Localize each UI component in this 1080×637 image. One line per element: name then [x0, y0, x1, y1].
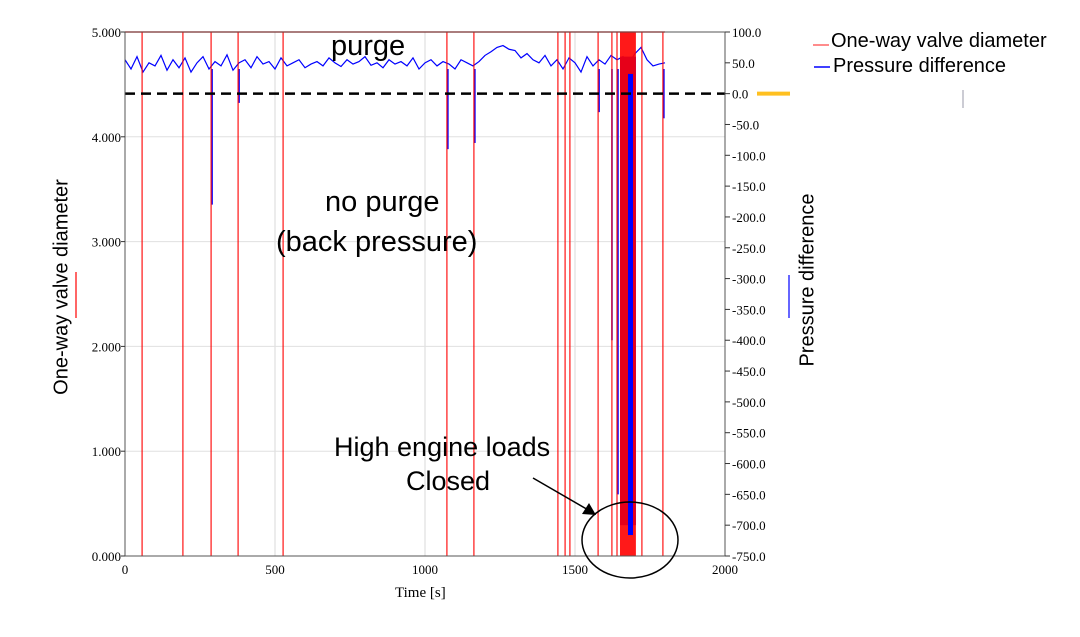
left-tick-label: 5.000: [92, 25, 121, 40]
right-tick-label: -500.0: [732, 395, 766, 410]
left-tick-label: 3.000: [92, 235, 121, 250]
right-axis-label: Pressure difference: [796, 193, 819, 367]
x-tick-label: 1000: [412, 562, 438, 577]
annotation-purge: purge: [331, 30, 406, 62]
annotation-no-purge: no purge: [325, 186, 440, 218]
x-tick-label: 0: [122, 562, 129, 577]
annotation-back-pressure: (back pressure): [276, 226, 478, 258]
annotation-arrow: [532, 477, 591, 512]
arrow-head-icon: [582, 503, 596, 515]
pressure-dip-region: [628, 73, 633, 536]
right-tick-label: -700.0: [732, 518, 766, 533]
left-tick-label: 1.000: [92, 444, 121, 459]
legend-pressure-label: Pressure difference: [833, 55, 1007, 77]
x-tick-label: 1500: [562, 562, 588, 577]
right-tick-label: -450.0: [732, 364, 766, 379]
x-axis-label: Time [s]: [395, 585, 446, 601]
annotation-high-engine-loads: High engine loads: [334, 432, 551, 462]
right-tick-label: -550.0: [732, 426, 766, 441]
right-tick-label: -600.0: [732, 457, 766, 472]
pressure-series-line: [124, 44, 666, 74]
right-tick-label: -300.0: [732, 272, 766, 287]
legend-valve-label: One-way valve diameter: [831, 30, 1047, 52]
right-tick-label: 100.0: [732, 25, 761, 40]
right-tick-label: -150.0: [732, 179, 766, 194]
x-tick-label: 500: [265, 562, 285, 577]
highlight-ellipse: [581, 501, 679, 579]
left-tick-label: 4.000: [92, 130, 121, 145]
annotation-closed: Closed: [406, 466, 491, 496]
x-tick-label: 2000: [712, 562, 738, 577]
right-tick-label: -750.0: [732, 549, 766, 564]
right-tick-label: -650.0: [732, 487, 766, 502]
right-tick-label: -350.0: [732, 302, 766, 317]
left-tick-label: 2.000: [92, 339, 121, 354]
valve-closed-region: [620, 32, 636, 556]
right-tick-label: 0.0: [732, 87, 748, 102]
plot-frame: [124, 31, 726, 557]
right-tick-label: -100.0: [732, 148, 766, 163]
right-tick-label: 50.0: [732, 56, 755, 71]
right-tick-label: -400.0: [732, 333, 766, 348]
left-tick-label: 0.000: [92, 549, 121, 564]
left-axis-label: One-way valve diameter: [50, 179, 73, 395]
right-tick-label: -50.0: [732, 117, 759, 132]
right-tick-label: -200.0: [732, 210, 766, 225]
right-tick-label: -250.0: [732, 241, 766, 256]
